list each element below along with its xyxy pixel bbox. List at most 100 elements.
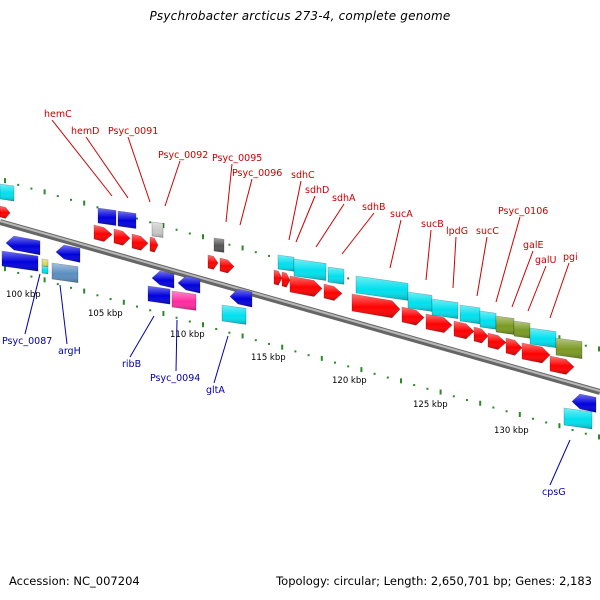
gene-label-sdhD[interactable]: sdhD xyxy=(305,185,329,196)
leader-line xyxy=(295,195,316,243)
tick-mark xyxy=(426,387,429,390)
gene-features xyxy=(0,183,597,430)
feature-galU[interactable] xyxy=(505,337,523,356)
gene-label-hemD[interactable]: hemD xyxy=(71,126,99,137)
feature-galU-top[interactable] xyxy=(513,320,531,339)
feature-ribB[interactable] xyxy=(147,285,171,305)
tick-mark xyxy=(4,266,6,272)
feature-sucA[interactable] xyxy=(351,293,401,319)
feature-psyc-0092[interactable] xyxy=(149,236,159,253)
gene-label-cpsG[interactable]: cpsG xyxy=(542,487,566,498)
feature-last[interactable] xyxy=(549,355,575,375)
feature-small-yellow[interactable] xyxy=(41,258,49,268)
feature-blue-a[interactable] xyxy=(5,235,41,256)
tick-mark xyxy=(43,277,46,283)
feature-blue-b[interactable] xyxy=(55,244,81,263)
feature-pgi[interactable] xyxy=(521,342,551,364)
tick-mark xyxy=(347,277,350,280)
feature-pgi-top[interactable] xyxy=(529,327,557,349)
gene-label-psyc-0106[interactable]: Psyc_0106 xyxy=(498,206,548,217)
feature-sucD[interactable] xyxy=(473,326,489,344)
tick-mark xyxy=(254,339,257,342)
gene-label-sdhA[interactable]: sdhA xyxy=(332,193,356,204)
feature-small-cyan[interactable] xyxy=(41,265,49,275)
feature-blue-e[interactable] xyxy=(229,288,253,308)
feature-sdhD[interactable] xyxy=(281,271,291,288)
feature-psyc-0095-top[interactable] xyxy=(213,237,225,253)
feature-lpdG[interactable] xyxy=(425,313,453,334)
gene-label-psyc-0087[interactable]: Psyc_0087 xyxy=(2,336,52,347)
leader-line xyxy=(511,250,534,308)
feature-left-edge-red[interactable] xyxy=(0,205,11,219)
gene-label-lpdG[interactable]: lpdG xyxy=(446,226,468,237)
gene-label-sdhB[interactable]: sdhB xyxy=(362,202,386,213)
feature-hemC-top[interactable] xyxy=(97,207,117,226)
feature-blue-c[interactable] xyxy=(151,270,175,289)
tick-mark xyxy=(598,346,600,352)
feature-sdhD-top[interactable] xyxy=(293,258,327,281)
gene-label-sdhC[interactable]: sdhC xyxy=(291,170,315,181)
feature-sucB[interactable] xyxy=(401,306,425,326)
feature-galE-top[interactable] xyxy=(495,315,515,335)
gene-label-psyc-0096[interactable]: Psyc_0096 xyxy=(232,168,282,179)
gene-label-galE[interactable]: galE xyxy=(523,240,544,251)
feature-sucC[interactable] xyxy=(453,320,475,340)
feature-sucB-top[interactable] xyxy=(407,291,433,312)
feature-sdhB[interactable] xyxy=(323,283,343,301)
feature-psyc-0087[interactable] xyxy=(1,250,39,272)
gene-label-psyc-0092[interactable]: Psyc_0092 xyxy=(158,150,208,161)
genome-title: Psychrobacter arcticus 273-4, complete g… xyxy=(149,9,451,23)
feature-hemC[interactable] xyxy=(93,224,113,242)
feature-hemD-top[interactable] xyxy=(117,210,137,229)
feature-sdhA-top[interactable] xyxy=(327,266,345,285)
tick-mark xyxy=(30,187,33,190)
feature-gltA[interactable] xyxy=(221,304,247,325)
feature-sucA-top[interactable] xyxy=(355,275,409,301)
gene-label-hemC[interactable]: hemC xyxy=(44,109,72,120)
feature-lpdG-top[interactable] xyxy=(431,298,459,320)
feature-psyc-0094[interactable] xyxy=(171,290,197,311)
feature-hemD[interactable] xyxy=(113,228,131,246)
tick-mark xyxy=(17,183,20,186)
tick-mark xyxy=(175,228,178,231)
feature-psyc-0096[interactable] xyxy=(219,257,235,274)
tick-mark xyxy=(96,294,99,297)
tick-mark xyxy=(30,275,33,278)
tick-mark xyxy=(162,223,165,229)
gene-label-argH[interactable]: argH xyxy=(58,346,81,357)
feature-blue-f[interactable] xyxy=(571,393,597,413)
tick-mark xyxy=(109,298,112,301)
gene-label-sucA[interactable]: sucA xyxy=(390,209,413,220)
feature-blue-d[interactable] xyxy=(177,275,201,294)
tick-mark xyxy=(505,410,508,413)
feature-sdhA[interactable] xyxy=(289,275,323,297)
gene-label-psyc-0094[interactable]: Psyc_0094 xyxy=(150,373,200,384)
feature-sucC-top[interactable] xyxy=(459,304,481,325)
gene-label-ribB[interactable]: ribB xyxy=(122,359,141,370)
feature-left-edge[interactable] xyxy=(0,183,15,202)
accession-text: Accession: NC_007204 xyxy=(9,574,140,588)
feature-gray-light[interactable] xyxy=(151,221,164,238)
gene-label-galU[interactable]: galU xyxy=(535,255,556,266)
tick-mark xyxy=(70,198,72,201)
tick-mark xyxy=(268,342,270,345)
gene-label-sucC[interactable]: sucC xyxy=(476,226,499,237)
feature-last-top[interactable] xyxy=(555,337,583,360)
leader-line xyxy=(127,136,151,203)
feature-sdhC[interactable] xyxy=(273,269,283,286)
feature-argH[interactable] xyxy=(51,262,79,284)
gene-labels-bottom: Psyc_0087 argH ribB Psyc_0094 gltA cpsG xyxy=(2,336,566,498)
gene-label-gltA[interactable]: gltA xyxy=(206,385,225,396)
gene-label-psyc-0095[interactable]: Psyc_0095 xyxy=(212,153,262,164)
tick-mark xyxy=(400,378,402,384)
feature-psyc-0091[interactable] xyxy=(131,233,149,251)
gene-label-pgi[interactable]: pgi xyxy=(563,252,578,263)
gene-label-psyc-0091[interactable]: Psyc_0091 xyxy=(108,126,158,137)
gene-label-sucB[interactable]: sucB xyxy=(421,219,444,230)
feature-sucD-top[interactable] xyxy=(479,310,497,330)
feature-psyc-0095[interactable] xyxy=(207,254,219,270)
tick-mark xyxy=(334,361,336,364)
feature-sdhC-top[interactable] xyxy=(277,254,295,272)
feature-cpsG[interactable] xyxy=(563,407,593,430)
feature-galE[interactable] xyxy=(487,332,507,350)
